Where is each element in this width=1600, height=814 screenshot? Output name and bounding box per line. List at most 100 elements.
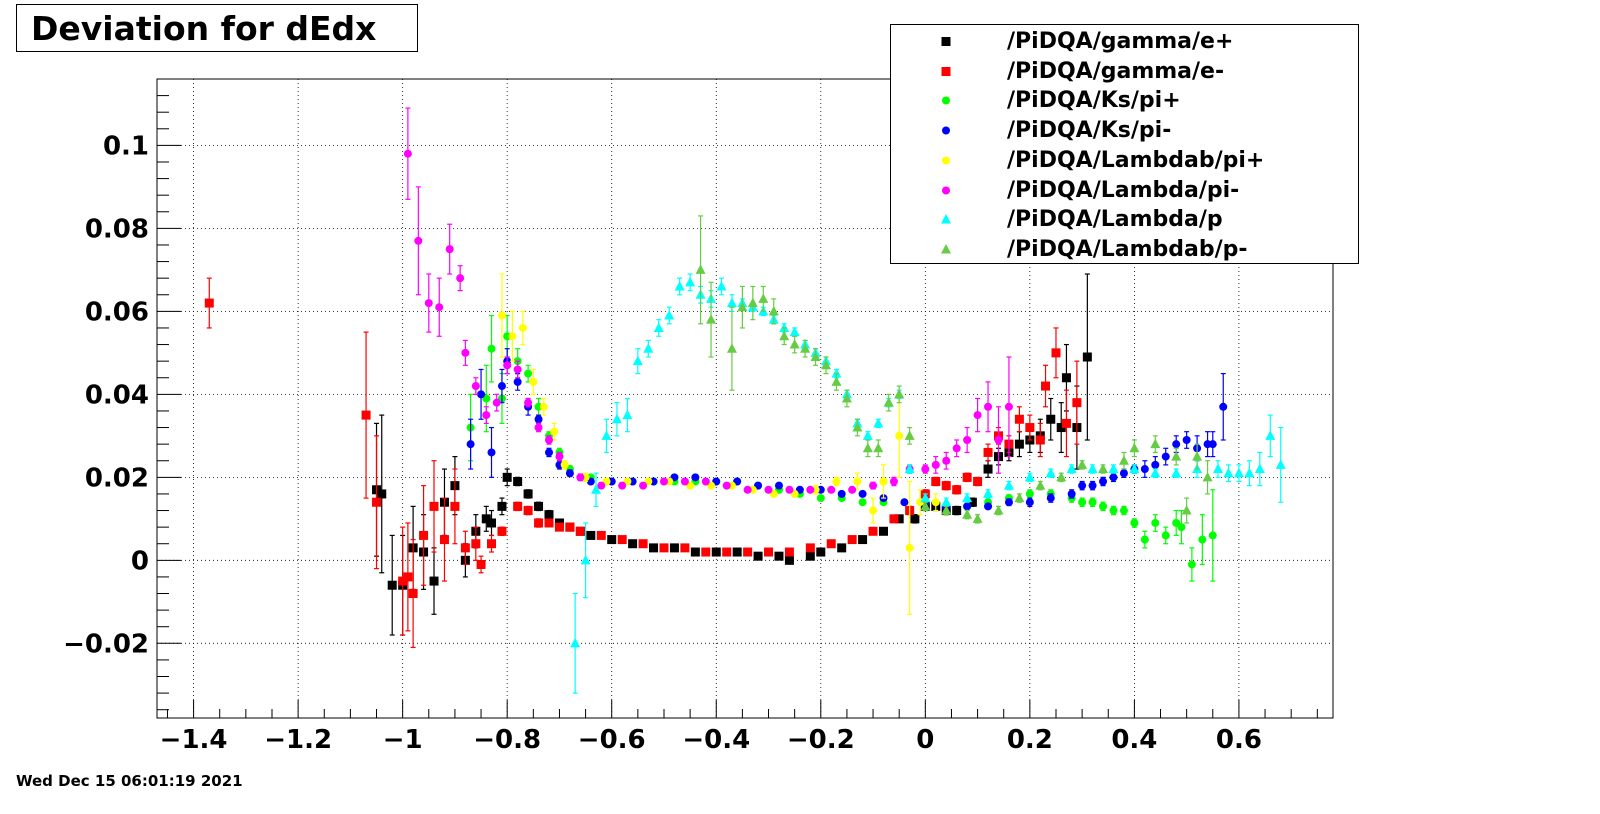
data-point <box>921 465 930 474</box>
data-point <box>984 502 993 511</box>
data-point <box>1181 505 1192 515</box>
legend-marker-circle <box>942 186 950 194</box>
data-point <box>628 539 638 549</box>
data-point <box>639 481 648 490</box>
data-point <box>492 398 501 407</box>
series-1 <box>204 277 1082 649</box>
data-point <box>513 377 522 386</box>
data-point <box>789 326 800 337</box>
data-point <box>550 427 559 436</box>
timestamp-label: Wed Dec 15 06:01:19 2021 <box>16 772 243 790</box>
x-tick-label: 0 <box>916 725 934 755</box>
data-point <box>1275 459 1286 469</box>
data-point <box>931 498 940 507</box>
data-point <box>482 411 491 420</box>
data-point <box>1025 423 1035 433</box>
data-point <box>659 543 669 553</box>
data-point <box>377 489 387 499</box>
data-point <box>889 477 898 486</box>
data-point <box>983 464 993 474</box>
data-point <box>931 476 941 486</box>
data-point <box>487 518 497 528</box>
data-point <box>831 368 842 378</box>
y-tick-label: 0.06 <box>85 297 149 327</box>
data-point <box>711 547 721 557</box>
data-point <box>403 149 412 158</box>
data-point <box>747 297 758 308</box>
legend-label: /PiDQA/Ks/pi- <box>1007 118 1172 144</box>
legend-symbol <box>941 214 951 224</box>
data-point <box>967 497 977 507</box>
data-point <box>774 481 783 490</box>
data-point <box>852 422 863 432</box>
data-point <box>1233 467 1244 478</box>
data-point <box>785 485 794 494</box>
x-tick-label: −0.6 <box>578 725 646 755</box>
data-point <box>414 236 423 245</box>
data-point <box>372 497 382 507</box>
data-point <box>821 359 832 370</box>
data-point <box>487 344 496 353</box>
data-point <box>743 547 753 557</box>
data-point <box>1223 467 1234 478</box>
data-point <box>972 513 983 523</box>
data-point <box>743 485 752 494</box>
data-point <box>1265 430 1276 440</box>
data-point <box>555 452 564 461</box>
y-tick-label: 0.08 <box>85 214 149 244</box>
data-point <box>1087 463 1098 474</box>
data-point <box>883 397 894 407</box>
data-point <box>805 543 815 553</box>
data-point <box>1061 373 1071 383</box>
data-point <box>1254 463 1265 474</box>
data-point <box>695 264 706 274</box>
data-point <box>497 311 506 320</box>
data-point <box>858 498 867 507</box>
data-point <box>994 435 1003 444</box>
data-point <box>518 323 527 332</box>
data-point <box>879 526 889 536</box>
legend-marker-triangle <box>941 243 951 254</box>
data-point <box>649 543 659 553</box>
data-point <box>622 409 633 420</box>
data-point <box>701 547 711 557</box>
data-point <box>664 310 675 320</box>
data-point <box>680 543 690 553</box>
legend-label: /PiDQA/Ks/pi+ <box>1007 88 1181 114</box>
data-point <box>894 388 905 399</box>
data-point <box>895 431 904 440</box>
data-point <box>632 355 643 366</box>
data-point <box>497 382 506 391</box>
data-point <box>471 382 480 391</box>
data-point <box>544 518 554 528</box>
data-point <box>408 589 418 599</box>
data-point <box>429 501 439 511</box>
data-point <box>544 510 554 520</box>
data-point <box>601 430 612 440</box>
data-point <box>832 477 841 486</box>
data-point <box>789 339 800 349</box>
data-point <box>831 376 842 386</box>
data-point <box>523 489 533 499</box>
data-point <box>1171 467 1182 478</box>
data-point <box>847 535 857 545</box>
data-point <box>837 543 847 553</box>
x-tick-label: 0.4 <box>1111 725 1157 755</box>
data-point <box>1035 480 1046 490</box>
data-point <box>768 305 779 316</box>
legend-label: /PiDQA/gamma/e- <box>1007 58 1225 84</box>
data-point <box>477 390 486 399</box>
data-point <box>387 580 397 590</box>
data-point <box>737 301 748 312</box>
legend-marker-circle <box>942 156 950 165</box>
data-point <box>461 348 470 357</box>
data-point <box>1171 451 1182 461</box>
data-point <box>732 547 742 557</box>
data-point <box>879 477 888 486</box>
data-point <box>565 522 575 532</box>
data-point <box>1151 460 1160 469</box>
data-point <box>816 547 826 557</box>
legend-symbol <box>942 126 950 135</box>
data-point <box>361 410 371 420</box>
